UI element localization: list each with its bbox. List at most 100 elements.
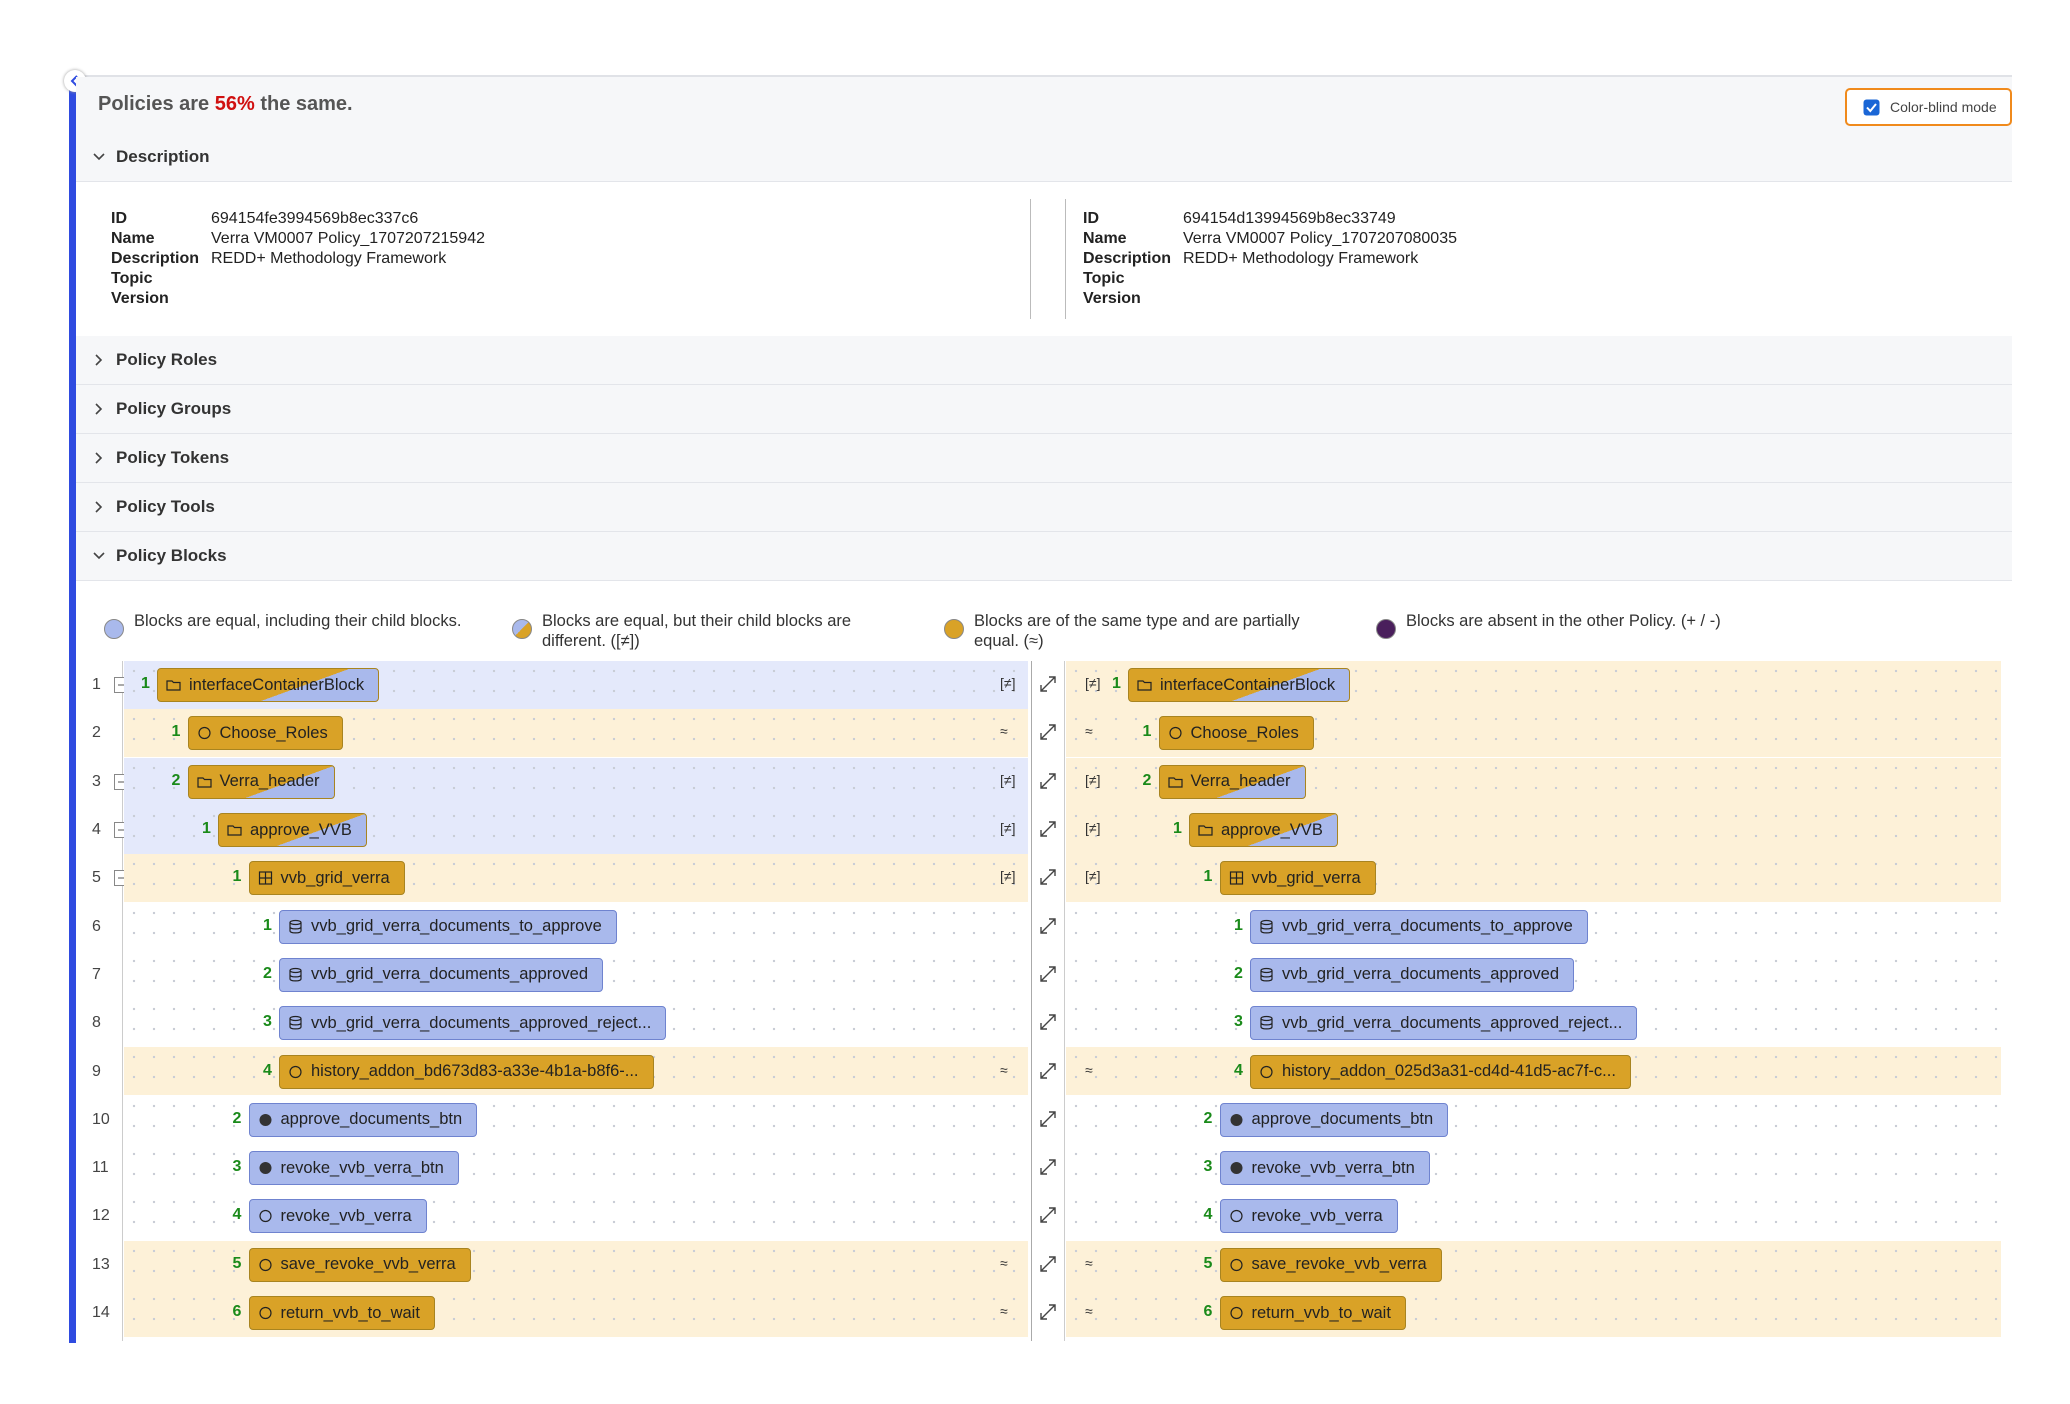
row-number: 14 <box>92 1304 110 1322</box>
section-title: Policy Blocks <box>116 546 227 565</box>
expand-icon[interactable] <box>1038 1012 1058 1032</box>
section-header[interactable]: Description <box>76 133 2012 182</box>
block-index: 3 <box>1234 1013 1243 1031</box>
block-name: revoke_vvb_verra_btn <box>280 1158 444 1177</box>
block[interactable]: history_addon_bd673d83-a33e-4b1a-b8f6-..… <box>279 1054 654 1089</box>
block[interactable]: approve_documents_btn <box>248 1102 478 1137</box>
field-value: REDD+ Methodology Framework <box>1183 250 1419 267</box>
section-title: Policy Groups <box>116 399 232 418</box>
section-title: Description <box>116 147 210 166</box>
block-name: vvb_grid_verra_documents_approved_reject… <box>1282 1013 1623 1032</box>
block-index: 1 <box>1112 675 1121 693</box>
block[interactable]: revoke_vvb_verra_btn <box>248 1151 459 1186</box>
side-bar <box>69 76 76 1343</box>
block[interactable]: vvb_grid_verra_documents_approved_reject… <box>279 1006 667 1041</box>
section-header[interactable]: Policy Blocks <box>76 532 2012 581</box>
expand-icon[interactable] <box>1038 1254 1058 1274</box>
diff-marker: [≠] <box>1000 868 1016 885</box>
block[interactable]: approve_documents_btn <box>1219 1102 1449 1137</box>
block[interactable]: vvb_grid_verra_documents_approved_reject… <box>1250 1006 1638 1041</box>
block[interactable]: approve_VVB <box>218 813 367 848</box>
section-header[interactable]: Policy Roles <box>76 336 2012 385</box>
diff-marker: ≈ <box>1085 1254 1093 1271</box>
row-number: 10 <box>92 1110 110 1128</box>
legend-swatch <box>944 619 964 639</box>
expand-icon[interactable] <box>1038 1109 1058 1129</box>
expand-icon[interactable] <box>1038 1205 1058 1225</box>
block[interactable]: revoke_vvb_verra_btn <box>1219 1151 1430 1186</box>
block-name: vvb_grid_verra_documents_to_approve <box>311 917 602 936</box>
diff-marker: [≠] <box>1085 868 1101 885</box>
block[interactable]: revoke_vvb_verra <box>248 1199 427 1234</box>
block[interactable]: save_revoke_vvb_verra <box>1219 1247 1442 1282</box>
diff-marker: ≈ <box>1085 723 1093 740</box>
section-header[interactable]: Policy Tokens <box>76 434 2012 483</box>
block[interactable]: Choose_Roles <box>1158 716 1314 751</box>
block-index: 1 <box>171 723 181 741</box>
diff-marker: ≈ <box>1085 1061 1093 1078</box>
section-title: Policy Tokens <box>116 448 230 467</box>
row-number: 8 <box>92 1014 101 1032</box>
left-border <box>122 661 123 1341</box>
row-number: 3 <box>92 772 101 790</box>
section-header[interactable]: Policy Groups <box>76 385 2012 434</box>
block-name: approve_documents_btn <box>1251 1110 1434 1129</box>
expand-icon[interactable] <box>1038 1157 1058 1177</box>
divider <box>1065 199 1066 319</box>
block[interactable]: history_addon_025d3a31-cd4d-41d5-ac7f-c.… <box>1250 1054 1631 1089</box>
expand-icon[interactable] <box>1038 867 1058 887</box>
block-index: 1 <box>202 820 211 838</box>
block[interactable]: save_revoke_vvb_verra <box>248 1247 471 1282</box>
expand-icon[interactable] <box>1038 771 1058 791</box>
summary-suffix: the same. <box>260 93 353 115</box>
section-header[interactable]: Policy Tools <box>76 483 2012 532</box>
block-index: 3 <box>232 1158 242 1176</box>
block[interactable]: approve_VVB <box>1189 813 1338 848</box>
row-number: 9 <box>92 1062 101 1080</box>
checkbox[interactable] <box>1863 99 1880 116</box>
block[interactable]: vvb_grid_verra_documents_approved <box>279 957 604 992</box>
diff-marker: ≈ <box>1000 723 1008 740</box>
block[interactable]: vvb_grid_verra <box>248 861 405 896</box>
block[interactable]: vvb_grid_verra <box>1219 861 1376 896</box>
block-name: save_revoke_vvb_verra <box>1251 1255 1427 1274</box>
block-name: save_revoke_vvb_verra <box>280 1255 456 1274</box>
block-name: vvb_grid_verra <box>280 868 390 887</box>
block-name: interfaceContainerBlock <box>1160 675 1336 694</box>
block-name: return_vvb_to_wait <box>1251 1303 1391 1322</box>
expand-icon[interactable] <box>1038 674 1058 694</box>
diff-marker: ≈ <box>1000 1303 1008 1320</box>
block[interactable]: vvb_grid_verra_documents_approved <box>1250 957 1575 992</box>
block-index: 6 <box>1203 1303 1213 1321</box>
expand-icon[interactable] <box>1038 916 1058 936</box>
block-index: 1 <box>1234 916 1243 934</box>
block[interactable]: Verra_header <box>1158 764 1306 799</box>
block[interactable]: vvb_grid_verra_documents_to_approve <box>279 909 617 944</box>
block-index: 1 <box>232 868 242 886</box>
block[interactable]: Verra_header <box>187 764 335 799</box>
block[interactable]: interfaceContainerBlock <box>1128 668 1351 703</box>
block[interactable]: return_vvb_to_wait <box>1219 1296 1406 1331</box>
block-index: 2 <box>232 1109 242 1127</box>
color-blind-toggle[interactable]: Color-blind mode <box>1845 88 2012 126</box>
expand-icon[interactable] <box>1038 964 1058 984</box>
field-label: Description <box>111 250 200 267</box>
block-index: 2 <box>1234 964 1243 982</box>
block[interactable]: vvb_grid_verra_documents_to_approve <box>1250 909 1588 944</box>
summary-prefix: Policies are <box>98 93 210 115</box>
block[interactable]: Choose_Roles <box>187 716 343 751</box>
block-name: approve_VVB <box>250 820 352 839</box>
expand-icon[interactable] <box>1038 1302 1058 1322</box>
block[interactable]: revoke_vvb_verra <box>1219 1199 1398 1234</box>
block-index: 5 <box>1203 1254 1213 1272</box>
legend-text: Blocks are equal, including their child … <box>134 612 462 630</box>
row-number: 11 <box>92 1159 109 1177</box>
legend-swatch <box>104 619 124 639</box>
expand-icon[interactable] <box>1038 1061 1058 1081</box>
expand-icon[interactable] <box>1038 722 1058 742</box>
block[interactable]: interfaceContainerBlock <box>157 668 380 703</box>
expand-icon[interactable] <box>1038 819 1058 839</box>
row-number: 12 <box>92 1207 110 1225</box>
legend-swatch <box>1376 619 1396 639</box>
block[interactable]: return_vvb_to_wait <box>248 1296 435 1331</box>
